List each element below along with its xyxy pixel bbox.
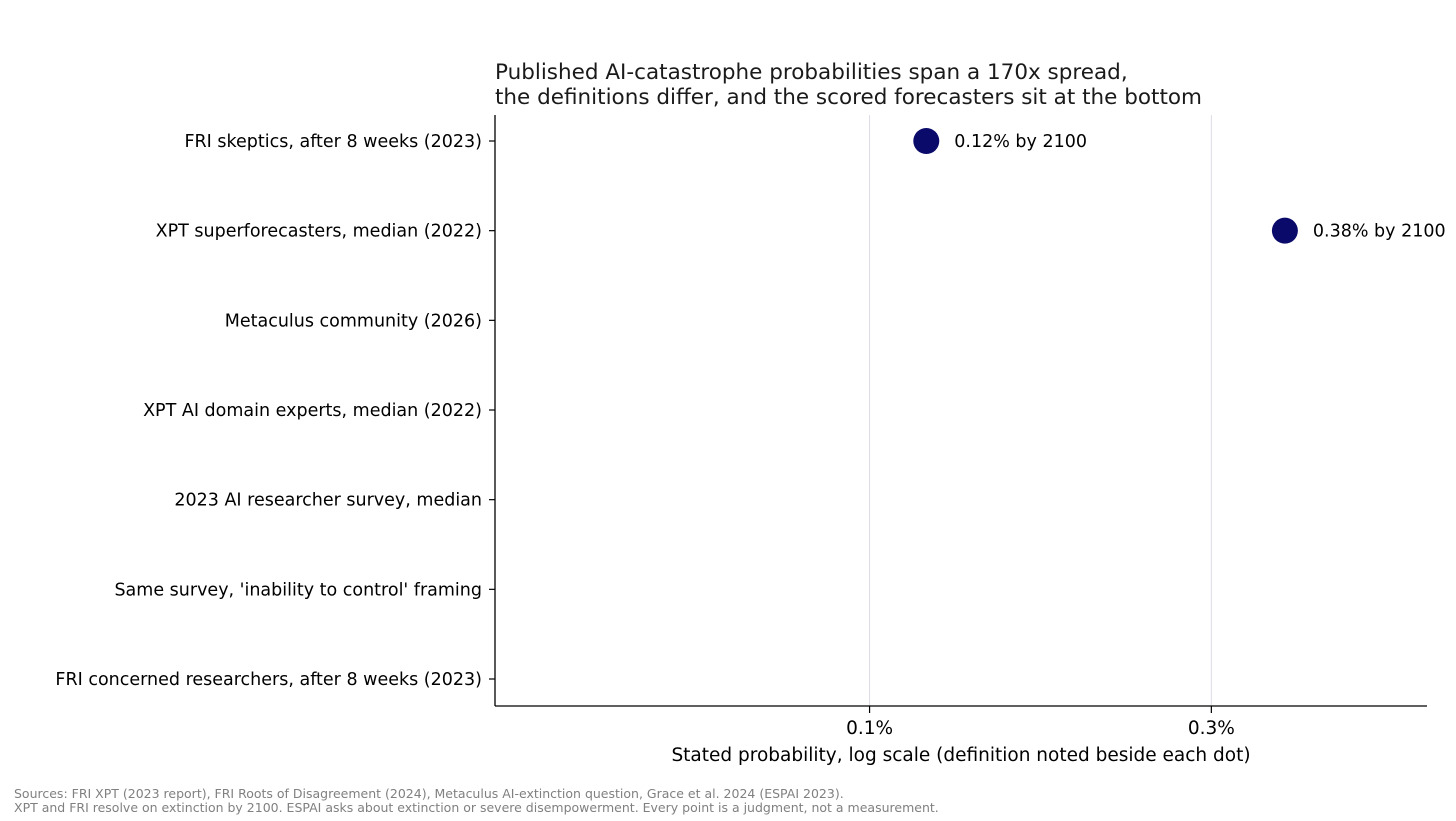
- category-label: 2023 AI researcher survey, median: [174, 491, 482, 511]
- data-point-label: 0.12% by 2100: [954, 132, 1087, 152]
- chart-title-line-1: Published AI-catastrophe probabilities s…: [495, 60, 1128, 85]
- chart-title-line-2: the definitions differ, and the scored f…: [495, 85, 1202, 110]
- category-label: FRI skeptics, after 8 weeks (2023): [184, 132, 482, 152]
- footer-note: XPT and FRI resolve on extinction by 210…: [14, 800, 939, 815]
- x-tick-label: 0.3%: [1188, 718, 1235, 739]
- category-label: XPT AI domain experts, median (2022): [143, 401, 482, 421]
- category-label: Metaculus community (2026): [225, 311, 482, 331]
- footer: Sources: FRI XPT (2023 report), FRI Root…: [14, 786, 939, 815]
- category-label: FRI concerned researchers, after 8 weeks…: [55, 670, 482, 690]
- axes: [494, 115, 1427, 707]
- grid: [869, 115, 1212, 706]
- data-point-label: 0.38% by 2100: [1313, 222, 1446, 242]
- category-label: Same survey, 'inability to control' fram…: [114, 580, 482, 600]
- x-ticks: 0.1%0.3%1%3%10%30%: [846, 706, 1235, 739]
- data-point-dot: [913, 128, 940, 154]
- chart-title: Published AI-catastrophe probabilities s…: [495, 60, 1202, 110]
- x-axis-label: Stated probability, log scale (definitio…: [671, 745, 1250, 766]
- x-tick-label: 0.1%: [846, 718, 893, 739]
- category-labels: FRI skeptics, after 8 weeks (2023) XPT su…: [55, 132, 495, 690]
- category-label: XPT superforecasters, median (2022): [156, 222, 482, 242]
- data-point-dot: [1271, 217, 1298, 244]
- footer-sources: Sources: FRI XPT (2023 report), FRI Root…: [14, 786, 844, 801]
